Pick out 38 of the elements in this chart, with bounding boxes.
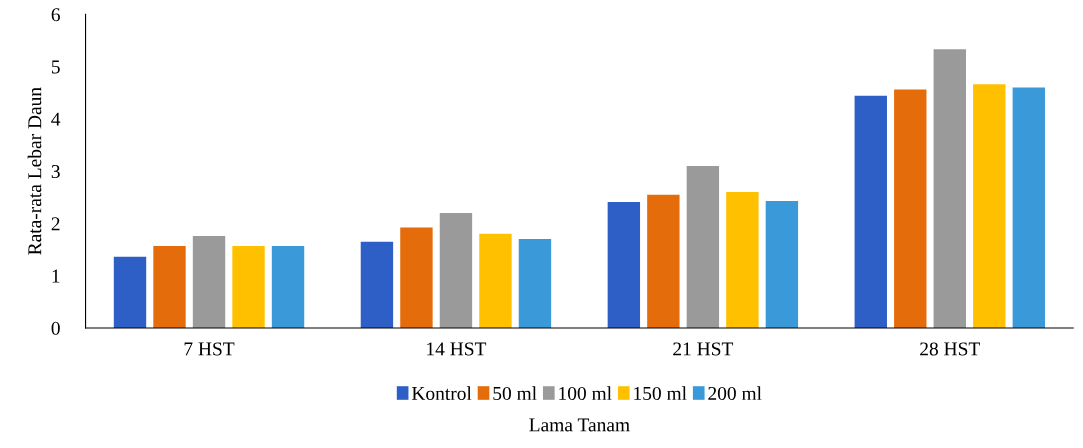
x-tick-label: 28 HST [920, 342, 980, 356]
x-tick-label: 21 HST [673, 342, 734, 356]
y-axis-title: Rata-rata Lebar Daun [27, 87, 42, 255]
y-tick-label: 6 [51, 8, 60, 22]
bar [400, 227, 433, 328]
bar [607, 201, 641, 328]
bar [854, 95, 887, 328]
bar [894, 89, 927, 328]
bar [192, 235, 226, 328]
x-tick-label: 7 HST [184, 342, 235, 356]
y-tick-label: 1 [52, 269, 60, 283]
bar [271, 245, 305, 328]
legend-label: 100 ml [559, 386, 612, 401]
legend-label: 200 ml [708, 386, 762, 401]
y-tick-label: 5 [51, 60, 60, 74]
x-axis-title: Lama Tanam [529, 418, 630, 432]
legend-label: 50 ml [493, 386, 537, 401]
bar [232, 245, 265, 328]
bar [1012, 87, 1045, 328]
y-tick-label: 4 [51, 112, 61, 126]
y-tick-label: 0 [51, 321, 60, 335]
y-tick-label: 3 [51, 165, 60, 179]
bar [933, 49, 966, 328]
legend-label: Kontrol [411, 386, 472, 401]
bar [647, 194, 680, 328]
legend-label: 150 ml [634, 386, 687, 401]
bar [973, 84, 1006, 328]
bar [765, 200, 799, 328]
y-tick-label: 2 [51, 217, 60, 231]
bar [726, 192, 759, 328]
bar [360, 241, 394, 328]
bar [479, 233, 512, 328]
bar [518, 239, 552, 328]
bar [113, 256, 147, 328]
bar [686, 165, 720, 328]
bar [153, 245, 186, 328]
x-tick-label: 14 HST [427, 342, 487, 356]
bar [439, 212, 473, 328]
